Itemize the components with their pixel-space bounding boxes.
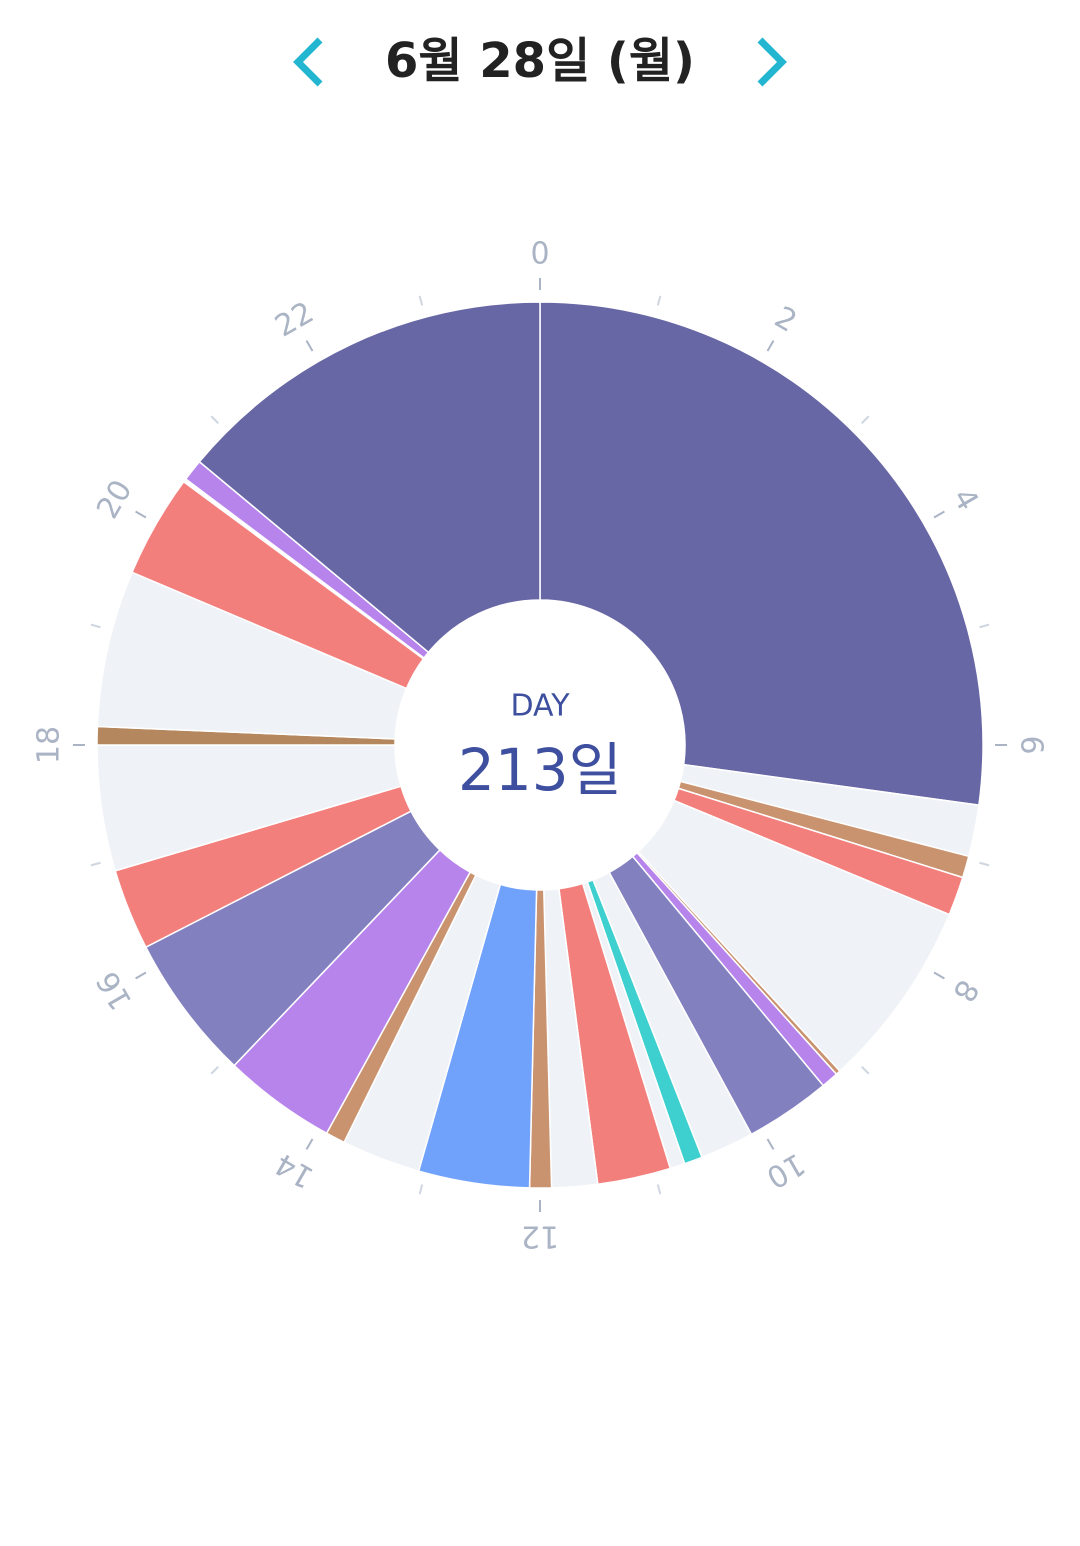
center-value: 213일 xyxy=(458,736,622,804)
minor-tick-mark xyxy=(418,295,424,306)
tick-label: 22 xyxy=(269,295,320,344)
minor-tick-mark xyxy=(656,1184,662,1195)
tick-label: 20 xyxy=(90,474,139,525)
tick-label: 16 xyxy=(90,965,139,1016)
center-label: DAY xyxy=(510,689,570,724)
tick-label: 4 xyxy=(945,482,985,516)
minor-tick-mark xyxy=(861,1066,870,1075)
tick-mark xyxy=(135,510,147,519)
tick-label: 10 xyxy=(760,1146,811,1195)
minor-tick-mark xyxy=(979,623,990,629)
tick-label: 8 xyxy=(945,973,985,1007)
minor-tick-mark xyxy=(90,861,101,867)
segment xyxy=(198,301,541,654)
minor-tick-mark xyxy=(210,415,219,424)
minor-tick-mark xyxy=(418,1184,424,1195)
next-arrow[interactable] xyxy=(757,37,787,87)
tick-mark xyxy=(766,1138,775,1150)
chart-title: 6월 28일 (월) xyxy=(385,33,695,89)
center-hole xyxy=(395,600,685,890)
minor-tick-mark xyxy=(90,623,101,629)
minor-tick-mark xyxy=(861,415,870,424)
tick-mark xyxy=(933,971,945,980)
tick-mark xyxy=(766,340,775,352)
tick-mark xyxy=(305,1138,314,1150)
tick-label: 12 xyxy=(521,1219,559,1254)
tick-mark xyxy=(135,971,147,980)
tick-mark xyxy=(305,340,314,352)
minor-tick-mark xyxy=(979,861,990,867)
tick-label: 2 xyxy=(768,300,802,340)
tick-label: 0 xyxy=(530,237,549,272)
minor-tick-mark xyxy=(656,295,662,306)
tick-label: 6 xyxy=(1014,735,1049,754)
tick-mark xyxy=(933,510,945,519)
prev-arrow[interactable] xyxy=(293,37,323,87)
minor-tick-mark xyxy=(210,1066,219,1075)
tick-label: 18 xyxy=(32,726,67,764)
tick-label: 14 xyxy=(269,1146,320,1195)
ring xyxy=(96,301,984,1189)
